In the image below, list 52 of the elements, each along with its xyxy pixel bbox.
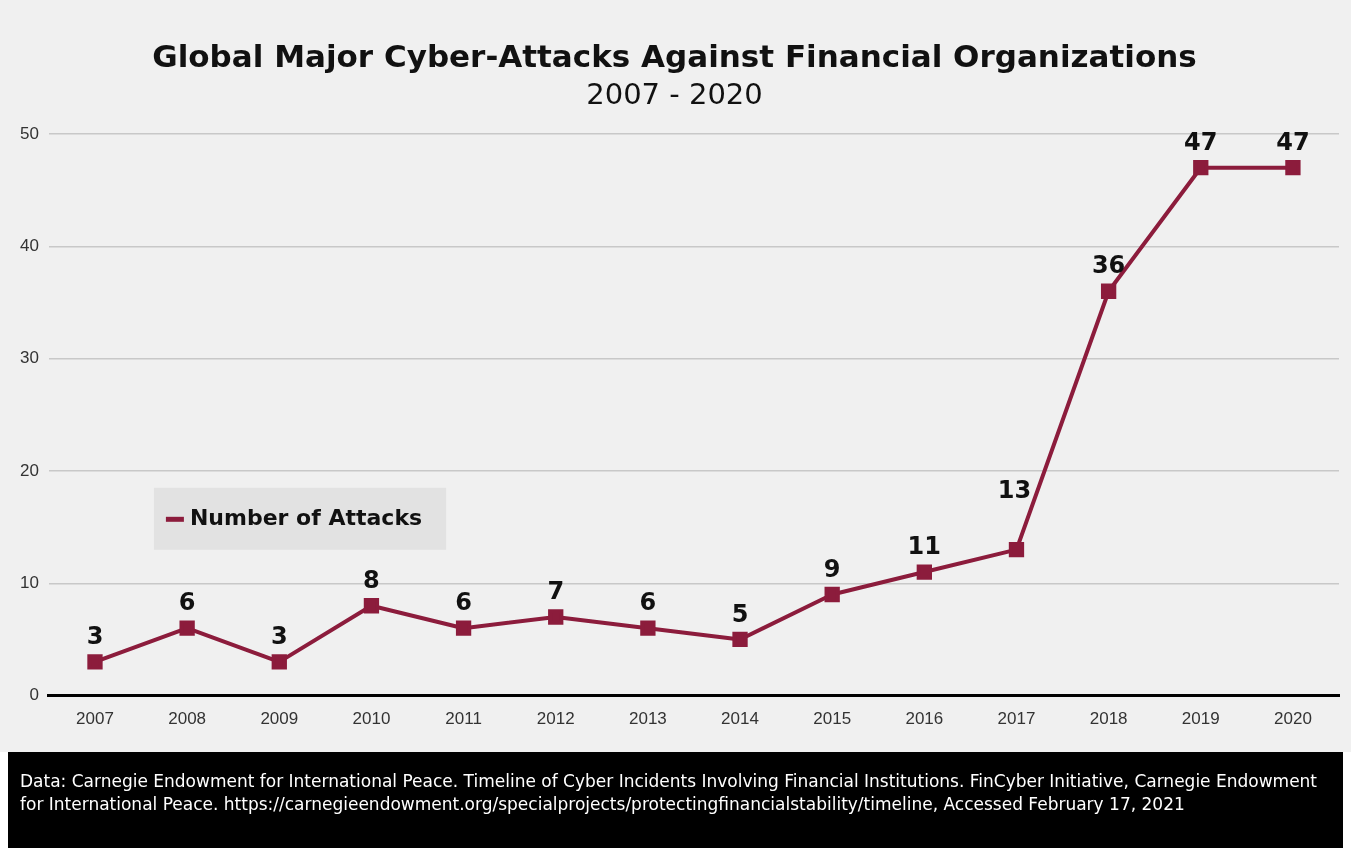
- x-tick-label: 2019: [1181, 709, 1220, 729]
- data-label: 3: [270, 622, 288, 651]
- point: [732, 631, 748, 648]
- point: [455, 620, 472, 636]
- x-tick-label: 2007: [76, 709, 114, 729]
- data-label: 47: [1184, 127, 1218, 156]
- x-tick-label: 2014: [721, 709, 759, 729]
- data-label: 3: [86, 622, 104, 651]
- legend-label: Number of Attacks: [189, 504, 423, 530]
- point: [824, 586, 840, 603]
- x-tick-label: 2015: [813, 709, 852, 729]
- data-label: 11: [907, 532, 942, 561]
- x-tick-label: 2016: [905, 709, 944, 729]
- x-tick-label: 2017: [997, 709, 1036, 729]
- point: [640, 620, 656, 636]
- data-label: 36: [1091, 251, 1126, 280]
- y-tick-label: 40: [19, 236, 39, 256]
- y-tick-label: 30: [19, 348, 39, 368]
- point: [1100, 283, 1117, 299]
- data-label: 13: [997, 475, 1032, 504]
- data-label: 47: [1276, 127, 1310, 156]
- chart-subtitle: 2007 - 2020: [586, 77, 763, 112]
- x-tick-label: 2011: [445, 709, 482, 729]
- data-label: 8: [363, 565, 380, 594]
- point: [363, 598, 380, 614]
- point: [548, 609, 564, 625]
- x-tick-label: 2020: [1274, 709, 1312, 729]
- point: [1008, 541, 1025, 558]
- x-tick-label: 2018: [1089, 709, 1128, 729]
- chart-title: Global Major Cyber-Attacks Against Financial Organizations: [152, 37, 1197, 74]
- y-tick-label: 20: [19, 460, 39, 480]
- point: [916, 564, 932, 580]
- point: [179, 620, 195, 636]
- point: [1285, 160, 1301, 176]
- x-tick-label: 2009: [260, 709, 299, 729]
- data-label: 6: [639, 588, 657, 617]
- data-label: 5: [731, 599, 749, 628]
- x-tick-label: 2008: [168, 709, 207, 729]
- data-label: 6: [455, 588, 472, 617]
- point: [87, 654, 103, 670]
- y-tick-label: 50: [19, 123, 39, 143]
- text: Data: Carnegie Endowment for International Peace. Timeline of Cyber Incidents Involving Financial Institutions. FinCyber Initiative, Carnegie Endowment for International Peace. https://carnegieendowment.org/specialprojects/protectingfinancialstability/timeline, Accessed February 17, 2021: [20, 770, 1319, 816]
- x-tick-label: 2012: [536, 709, 575, 729]
- y-tick-label: 0: [29, 685, 39, 705]
- data-label: 6: [178, 588, 196, 617]
- x-tick-label: 2013: [628, 709, 667, 729]
- y-tick-label: 10: [19, 572, 39, 592]
- point: [1193, 160, 1209, 176]
- x-tick-label: 2010: [352, 709, 391, 729]
- data-label: 7: [547, 577, 565, 606]
- data-label: 9: [823, 554, 841, 583]
- point: [271, 654, 287, 670]
